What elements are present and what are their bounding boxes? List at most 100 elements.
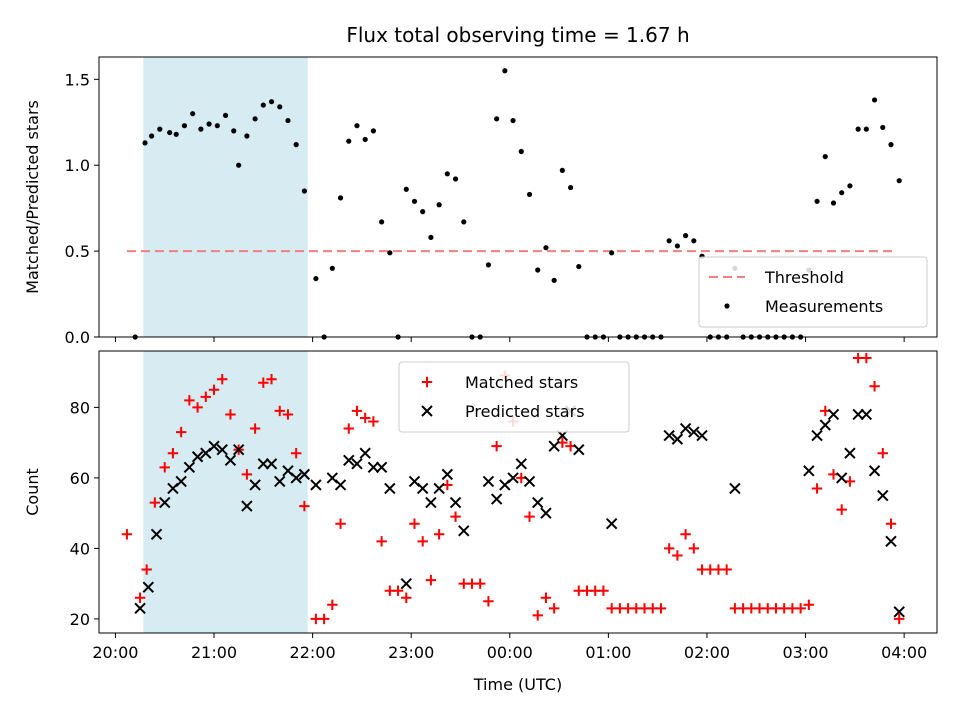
data-point: [475, 578, 486, 589]
data-point: [265, 458, 278, 470]
data-point: [871, 97, 878, 103]
data-point: [173, 131, 179, 137]
data-point: [343, 423, 354, 434]
data-point: [134, 602, 146, 615]
data-point: [532, 610, 543, 621]
y-tick-label: 20: [70, 610, 90, 629]
data-point: [222, 112, 229, 119]
data-point: [894, 613, 905, 625]
data-point: [548, 440, 560, 452]
data-point: [811, 483, 823, 494]
data-point: [224, 454, 237, 466]
data-point: [327, 599, 338, 610]
data-point: [880, 124, 886, 131]
data-point: [844, 447, 856, 459]
data-point: [674, 243, 680, 249]
data-point: [159, 496, 171, 509]
data-point: [260, 102, 266, 108]
data-point: [232, 443, 245, 456]
data-point: [433, 482, 445, 495]
data-point: [683, 233, 689, 239]
data-point: [551, 277, 557, 283]
data-point: [416, 482, 429, 495]
data-point: [827, 408, 840, 421]
data-point: [387, 250, 393, 256]
data-point: [167, 129, 173, 136]
data-point: [671, 433, 684, 445]
data-point: [313, 275, 319, 282]
data-point: [836, 504, 847, 515]
data-point: [523, 475, 536, 488]
x-tick-label: 22:00: [290, 643, 336, 662]
data-point: [877, 448, 888, 459]
x-tick-label: 00:00: [487, 643, 533, 662]
data-point: [392, 585, 404, 596]
data-point: [249, 423, 261, 434]
data-point: [141, 564, 152, 575]
y-axis-label: Matched/Predicted stars: [23, 100, 42, 294]
y-tick-label: 60: [70, 469, 90, 488]
data-point: [231, 128, 237, 134]
data-point: [609, 250, 615, 256]
data-point: [368, 416, 379, 427]
data-point: [605, 518, 618, 530]
data-point: [318, 613, 330, 625]
data-point: [433, 529, 445, 540]
data-point: [855, 126, 861, 132]
data-point: [663, 543, 675, 554]
data-point: [425, 496, 437, 509]
data-point: [277, 104, 283, 110]
data-point: [830, 200, 837, 206]
data-point: [181, 123, 188, 129]
data-point: [310, 479, 322, 491]
data-point: [540, 507, 552, 519]
data-point: [375, 461, 388, 474]
data-point: [666, 238, 672, 244]
data-point: [444, 171, 450, 177]
data-point: [198, 126, 204, 132]
data-point: [861, 352, 872, 364]
data-point: [458, 525, 470, 537]
legend-box: [698, 256, 928, 328]
data-point: [885, 535, 897, 548]
data-point: [252, 116, 258, 122]
data-point: [362, 136, 368, 143]
data-point: [540, 592, 552, 603]
data-point: [490, 493, 503, 505]
plot-frame: [98, 350, 938, 634]
data-point: [244, 133, 250, 139]
data-point: [257, 458, 270, 470]
y-tick-label: 0.0: [65, 328, 90, 347]
data-point: [543, 245, 549, 251]
series-matched-stars: [121, 352, 905, 625]
data-point: [411, 198, 418, 204]
y-axis-label: Count: [23, 468, 42, 516]
data-point: [814, 198, 820, 204]
data-point: [149, 497, 161, 508]
x-tick-label: 03:00: [782, 643, 828, 662]
data-point: [293, 142, 299, 148]
data-point: [190, 111, 196, 117]
data-point: [217, 374, 228, 385]
series-predicted-stars: [134, 405, 905, 618]
data-point: [150, 528, 163, 541]
data-point: [839, 190, 845, 196]
data-point: [576, 263, 582, 270]
data-point: [403, 186, 409, 192]
data-point: [285, 117, 291, 124]
data-point: [409, 518, 420, 529]
data-point: [485, 262, 492, 268]
data-point: [795, 603, 806, 614]
data-point: [663, 429, 675, 442]
legend-label: Threshold: [764, 268, 844, 287]
data-point: [885, 518, 897, 529]
data-point: [896, 178, 902, 184]
data-point: [351, 458, 363, 470]
data-point: [847, 183, 853, 189]
legend-swatch: [421, 405, 433, 417]
data-point: [175, 426, 187, 438]
data-point: [249, 479, 261, 491]
data-point: [510, 117, 516, 124]
counts-panel: 20:00 21:00 22:00 23:00 00:00 01:00 02:00 03:00…: [23, 350, 938, 662]
data-point: [888, 142, 894, 148]
